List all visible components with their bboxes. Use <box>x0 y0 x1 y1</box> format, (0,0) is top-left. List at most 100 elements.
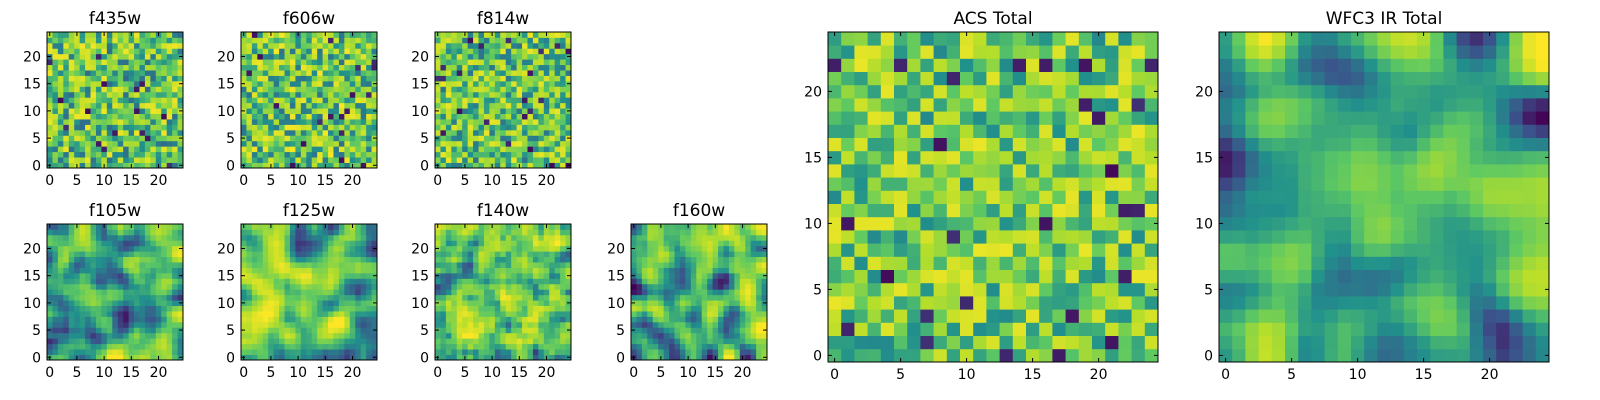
heatmap-cell <box>451 240 458 247</box>
heatmap-cell <box>467 70 474 76</box>
heatmap-cell <box>63 80 70 87</box>
heatmap-cell <box>79 119 86 125</box>
heatmap-cell <box>355 338 362 345</box>
heatmap-cell <box>273 108 280 114</box>
heatmap-cell <box>155 97 162 104</box>
heatmap-cell <box>262 327 269 334</box>
heatmap-cell <box>155 267 162 274</box>
heatmap-cell <box>565 224 572 230</box>
heatmap-cell <box>106 86 113 93</box>
heatmap-cell <box>483 278 490 285</box>
heatmap-cell <box>112 272 119 279</box>
heatmap-cell <box>960 150 974 165</box>
heatmap-cell <box>268 338 275 345</box>
heatmap-cell <box>360 343 367 350</box>
heatmap-cell <box>52 311 59 317</box>
heatmap-cell <box>74 300 81 306</box>
heatmap-cell <box>63 229 70 236</box>
heatmap-cell <box>511 278 517 285</box>
heatmap-cell <box>172 59 178 66</box>
heatmap-cell <box>986 164 1000 178</box>
heatmap-cell <box>565 321 572 328</box>
heatmap-cell <box>505 91 512 98</box>
heatmap-cell <box>554 332 561 339</box>
heatmap-cell <box>112 305 119 312</box>
heatmap-cell <box>554 354 561 361</box>
heatmap-cell <box>456 354 463 361</box>
heatmap-cell <box>295 37 302 44</box>
heatmap-cell <box>718 338 724 345</box>
heatmap-cell <box>462 294 469 301</box>
heatmap-cell <box>500 327 507 334</box>
heatmap-cell <box>669 338 675 345</box>
heatmap-cell <box>68 140 75 147</box>
heatmap-cell <box>371 338 378 345</box>
heatmap-cell <box>946 164 961 178</box>
heatmap-cell <box>522 146 528 153</box>
heatmap-cell <box>144 294 151 301</box>
heatmap-cell <box>907 230 921 244</box>
heatmap-cell <box>52 157 59 163</box>
heatmap-cell <box>338 338 345 345</box>
heatmap-cell <box>68 300 75 306</box>
heatmap-cell <box>257 234 264 241</box>
heatmap-cell <box>289 338 296 345</box>
heatmap-cell <box>456 140 463 147</box>
heatmap-cell <box>262 37 269 44</box>
heatmap-cell <box>117 338 124 345</box>
heatmap-cell <box>268 140 275 147</box>
heatmap-cell <box>445 229 452 236</box>
heatmap-cell <box>177 234 184 241</box>
heatmap-cell <box>333 135 340 142</box>
heatmap-cell <box>134 86 140 93</box>
heatmap-cell <box>268 59 275 66</box>
heatmap-cell <box>57 338 64 345</box>
heatmap-cell <box>445 124 452 131</box>
heatmap-cell <box>295 240 302 247</box>
heatmap-cell <box>483 129 490 136</box>
heatmap-cell <box>317 151 323 158</box>
heatmap-cell <box>52 162 59 169</box>
heatmap-cell <box>355 354 362 361</box>
heatmap-cell <box>177 32 184 38</box>
heatmap-cell <box>279 129 285 136</box>
heatmap-cell <box>712 229 719 236</box>
heatmap-cell <box>366 37 372 44</box>
heatmap-cell <box>516 42 523 49</box>
heatmap-cell <box>47 343 53 350</box>
heatmap-cell <box>349 321 356 328</box>
heatmap-cell <box>355 245 362 252</box>
heatmap-cell <box>52 300 59 306</box>
heatmap-cell <box>745 289 752 296</box>
heatmap-cell <box>462 42 469 49</box>
heatmap-cell <box>311 113 318 120</box>
heatmap-cell <box>128 305 135 312</box>
heatmap-cell <box>973 190 987 204</box>
heatmap-cell <box>144 97 151 104</box>
heatmap-cell <box>467 300 474 306</box>
heatmap-cell <box>47 311 53 317</box>
heatmap-cell <box>150 157 157 163</box>
heatmap-cell <box>1118 216 1132 231</box>
heatmap-cell <box>90 80 97 87</box>
heatmap-cell <box>112 80 119 87</box>
heatmap-cell <box>456 283 463 290</box>
heatmap-cell <box>435 157 441 163</box>
heatmap-cell <box>338 245 345 252</box>
heatmap-cell <box>344 256 351 263</box>
heatmap-cell <box>95 343 102 350</box>
heatmap-cell <box>123 64 129 71</box>
heatmap-cell <box>960 216 974 231</box>
heatmap-cell <box>371 70 378 76</box>
heatmap-cell <box>696 294 703 301</box>
heatmap-cell <box>473 108 479 114</box>
heatmap-cell <box>560 251 566 258</box>
heatmap-cell <box>723 267 730 274</box>
heatmap-cell <box>712 343 719 350</box>
heatmap-cell <box>494 349 501 355</box>
heatmap-cell <box>473 102 479 109</box>
heatmap-cell <box>134 80 140 87</box>
heatmap-cell <box>467 251 474 258</box>
heatmap-cell <box>52 70 59 76</box>
y-tick-label: 15 <box>607 269 625 285</box>
